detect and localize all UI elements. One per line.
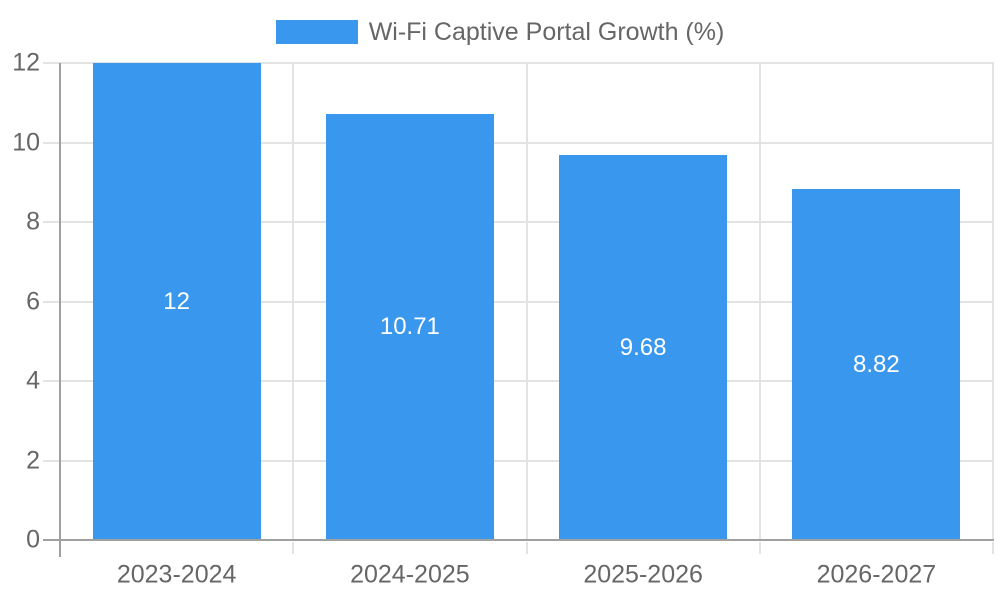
y-tick-label: 12: [12, 48, 40, 77]
x-tick-label: 2026-2027: [816, 560, 937, 589]
y-gridline: [43, 380, 994, 382]
x-gridline: [992, 63, 994, 540]
x-tick-mark: [758, 542, 761, 554]
y-gridline: [43, 459, 994, 462]
y-gridline: [43, 300, 994, 303]
y-gridline: [43, 62, 994, 64]
x-tick-mark: [292, 542, 295, 554]
y-axis-line: [59, 63, 61, 557]
x-gridline: [525, 63, 528, 540]
legend-color-swatch: [275, 20, 358, 44]
y-tick-label: 10: [12, 128, 40, 156]
legend-item-wifi-captive-portal-growth[interactable]: Wi-Fi Captive Portal Growth (%): [275, 18, 725, 46]
x-gridline: [758, 63, 761, 540]
bar-value-label: 10.71: [379, 313, 440, 341]
x-tick-mark: [525, 542, 528, 554]
chart-legend: Wi-Fi Captive Portal Growth (%): [0, 19, 1000, 45]
x-axis-line: [43, 539, 994, 541]
y-tick-label: 0: [26, 525, 40, 554]
bar-value-label: 8.82: [853, 350, 900, 378]
x-tick-label: 2023-2024: [116, 560, 237, 589]
x-tick-label: 2024-2025: [350, 560, 470, 589]
bar-2025-2026: [559, 155, 728, 539]
y-tick-label: 4: [26, 366, 40, 395]
bar-value-label: 9.68: [619, 333, 667, 361]
bar-2026-2027: [792, 189, 961, 539]
x-gridline: [292, 63, 295, 540]
bar-2024-2025: [325, 114, 494, 539]
legend-label: Wi-Fi Captive Portal Growth (%): [368, 18, 725, 46]
y-gridline: [43, 221, 994, 223]
y-tick-label: 2: [26, 446, 40, 474]
x-tick-label: 2025-2026: [583, 560, 703, 589]
bar-value-label: 12: [163, 287, 190, 315]
bar-2023-2024: [92, 63, 261, 539]
y-gridline: [43, 141, 994, 144]
y-tick-label: 6: [26, 287, 40, 315]
x-tick-mark: [992, 542, 994, 554]
y-tick-label: 8: [26, 207, 40, 236]
